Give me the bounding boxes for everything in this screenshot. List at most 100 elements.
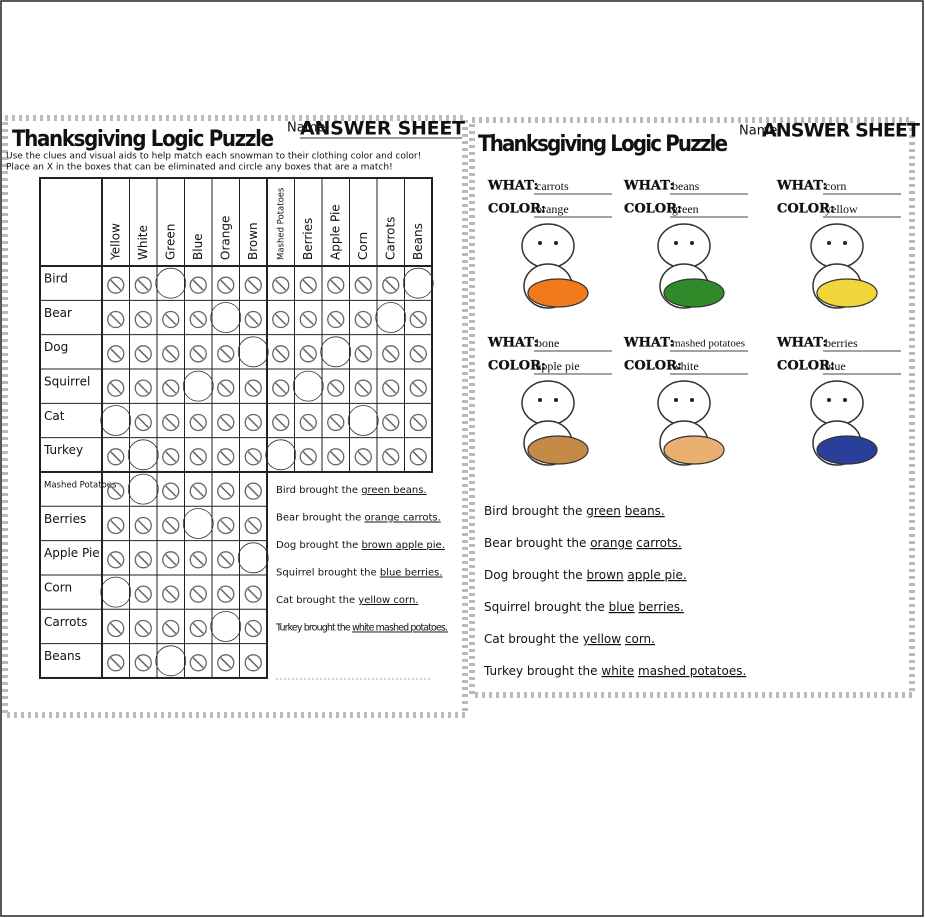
animal-eye	[843, 241, 847, 245]
elimination-mark	[244, 585, 262, 603]
what-label: WHAT:	[487, 336, 538, 351]
elimination-mark	[220, 657, 232, 669]
sentence-item: apple pie.	[627, 568, 686, 582]
elimination-mark	[412, 416, 424, 429]
elimination-mark	[247, 313, 259, 326]
sentence-item: corn.	[625, 632, 655, 646]
elimination-mark	[134, 345, 152, 363]
elimination-mark	[247, 588, 259, 600]
elimination-mark	[192, 313, 204, 326]
elimination-mark	[302, 416, 314, 429]
what-label: WHAT:	[776, 179, 827, 194]
elimination-mark	[220, 416, 232, 429]
elimination-mark	[220, 485, 232, 497]
column-header: Yellow	[108, 223, 122, 261]
column-header: Apple Pie	[328, 204, 342, 260]
clue-answer: orange carrots.	[365, 513, 441, 524]
animal-eye	[690, 398, 694, 402]
match-circle	[127, 473, 159, 505]
elimination-mark	[354, 448, 372, 466]
elimination-mark	[137, 279, 149, 291]
what-label: WHAT:	[623, 179, 674, 194]
elimination-mark	[382, 345, 400, 363]
elimination-mark	[409, 413, 427, 432]
match-circle	[375, 302, 407, 333]
sentence-item: berries.	[638, 600, 683, 614]
elimination-mark	[272, 310, 290, 329]
elimination-mark	[409, 379, 427, 397]
sentence-lead: Turkey brought the	[483, 664, 598, 678]
elimination-mark	[299, 413, 317, 432]
elimination-mark	[327, 276, 345, 294]
row-header: Dog	[44, 340, 68, 354]
elimination-mark	[134, 516, 152, 535]
sentence-color: white	[601, 664, 634, 678]
elimination-mark	[110, 554, 122, 566]
column-header: Berries	[301, 218, 315, 260]
elimination-mark	[357, 313, 369, 326]
elimination-mark	[275, 382, 287, 394]
clue: Dog brought the brown apple pie.	[276, 540, 445, 551]
elimination-mark	[165, 519, 177, 532]
elimination-mark	[217, 413, 235, 432]
animal-head	[810, 380, 864, 426]
elimination-mark	[192, 416, 204, 429]
column-header: Beans	[411, 223, 425, 260]
elimination-mark	[110, 279, 122, 291]
elimination-mark	[107, 619, 125, 638]
sentence: Dog brought the brown apple pie.	[484, 568, 687, 582]
elimination-mark	[134, 654, 152, 672]
column-header: Green	[163, 224, 177, 260]
row-header: Bear	[44, 306, 72, 320]
elimination-mark	[165, 554, 177, 566]
elimination-mark	[137, 416, 149, 429]
elimination-mark	[247, 519, 259, 532]
animal-eye	[674, 241, 678, 245]
sentence-lead: Bird brought the	[484, 504, 582, 518]
elimination-mark	[217, 276, 235, 294]
sentence-color: blue	[609, 600, 635, 614]
elimination-mark	[357, 348, 369, 360]
color-label: COLOR:	[624, 202, 682, 217]
elimination-mark	[110, 657, 122, 669]
match-circle	[100, 405, 132, 436]
elimination-mark	[165, 451, 177, 463]
elimination-mark	[247, 622, 259, 634]
elimination-mark	[244, 310, 262, 329]
elimination-mark	[327, 310, 345, 329]
elimination-mark	[217, 654, 235, 672]
animal-eye	[538, 398, 542, 402]
elimination-mark	[244, 654, 262, 672]
elimination-mark	[192, 348, 204, 360]
elimination-mark	[192, 657, 204, 669]
elimination-mark	[244, 482, 262, 500]
elimination-mark	[244, 379, 262, 397]
column-header: Blue	[191, 233, 205, 260]
what-label: WHAT:	[623, 336, 674, 351]
elimination-mark	[192, 451, 204, 463]
elimination-mark	[189, 619, 207, 638]
sentence-lead: Dog brought the	[484, 568, 583, 582]
match-circle	[402, 267, 434, 299]
elimination-mark	[110, 382, 122, 394]
color-label: COLOR:	[488, 359, 546, 374]
elimination-mark	[412, 348, 424, 360]
elimination-mark	[134, 619, 152, 638]
elimination-mark	[217, 551, 235, 569]
elimination-mark	[382, 276, 400, 294]
elimination-mark	[244, 516, 262, 535]
elimination-mark	[107, 654, 125, 672]
sentence: Turkey brought the white mashed potatoes…	[483, 664, 746, 678]
column-header: Carrots	[383, 217, 397, 260]
elimination-mark	[110, 519, 122, 532]
elimination-mark	[327, 413, 345, 432]
elimination-mark	[354, 379, 372, 397]
sentence-color: brown	[587, 568, 624, 582]
elimination-mark	[189, 551, 207, 569]
match-circle	[155, 645, 187, 677]
elimination-mark	[162, 413, 180, 432]
elimination-mark	[244, 276, 262, 294]
column-header: White	[136, 225, 150, 260]
clue-lead: Dog brought the	[276, 540, 358, 551]
match-circle	[320, 336, 352, 368]
